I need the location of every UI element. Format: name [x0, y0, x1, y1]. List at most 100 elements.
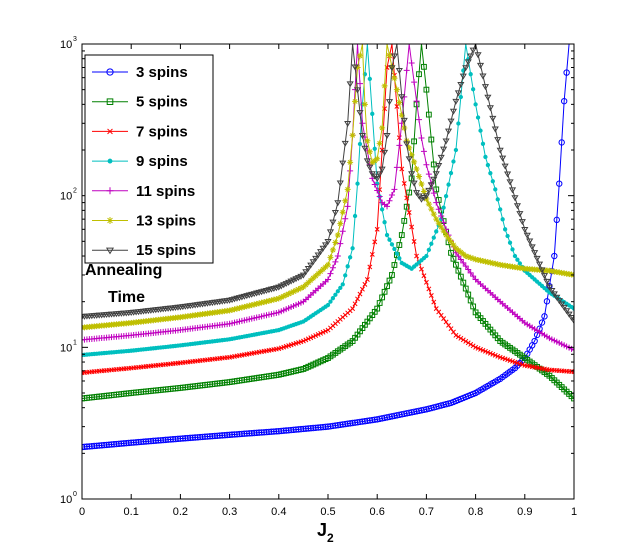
- data-point: [553, 294, 561, 301]
- data-point: [328, 299, 333, 304]
- x-tick-label: 0.9: [517, 506, 532, 518]
- data-point: [366, 164, 374, 171]
- data-point: [371, 157, 378, 164]
- data-point: [430, 176, 438, 183]
- data-point: [416, 173, 423, 180]
- data-point: [268, 297, 275, 304]
- data-point: [417, 196, 426, 203]
- data-point: [408, 171, 416, 178]
- data-point: [391, 75, 398, 82]
- data-point: [401, 125, 408, 132]
- data-point: [352, 213, 358, 219]
- data-point: [443, 319, 449, 325]
- data-point: [302, 269, 310, 276]
- data-point: [440, 146, 448, 153]
- data-point: [450, 255, 457, 262]
- data-point: [356, 52, 363, 59]
- data-point: [480, 141, 486, 146]
- data-point: [384, 283, 390, 290]
- data-point: [571, 347, 574, 354]
- data-point: [465, 266, 472, 273]
- data-point: [309, 259, 317, 266]
- data-point: [441, 316, 447, 322]
- data-point: [455, 247, 462, 254]
- data-point: [506, 179, 514, 186]
- x-axis-label-subscript: 2: [327, 531, 334, 545]
- data-point: [430, 211, 437, 218]
- data-point: [413, 165, 420, 172]
- data-point: [440, 228, 447, 235]
- y-tick-label: 10: [60, 342, 72, 354]
- data-point: [495, 197, 500, 202]
- data-point: [462, 65, 470, 72]
- data-point: [337, 220, 344, 227]
- data-point: [470, 343, 476, 349]
- data-point: [243, 303, 250, 310]
- data-point: [431, 299, 437, 305]
- data-point: [538, 267, 546, 274]
- data-point: [248, 302, 255, 309]
- data-point: [406, 189, 413, 196]
- series-7: [82, 44, 574, 325]
- data-point: [470, 303, 477, 310]
- data-point: [533, 255, 541, 262]
- data-point: [317, 268, 324, 275]
- data-point: [435, 163, 443, 170]
- data-point: [288, 289, 295, 296]
- data-point: [558, 139, 565, 146]
- data-point: [318, 330, 324, 336]
- data-point: [452, 245, 459, 252]
- series-4: [82, 44, 574, 358]
- data-point: [501, 163, 509, 170]
- data-point: [256, 300, 263, 307]
- data-point: [455, 334, 461, 340]
- data-point: [453, 147, 459, 153]
- x-tick-label: 1: [571, 506, 577, 518]
- data-point: [238, 304, 245, 311]
- data-point: [543, 278, 551, 285]
- data-point: [389, 242, 395, 247]
- data-point: [342, 215, 349, 222]
- data-point: [429, 241, 434, 246]
- data-point: [378, 166, 386, 173]
- data-point: [425, 171, 432, 178]
- data-point: [299, 272, 307, 279]
- legend-entry: 13 spins: [92, 213, 196, 230]
- data-point: [490, 179, 495, 184]
- data-point: [350, 306, 356, 312]
- data-point: [451, 159, 456, 164]
- data-point: [411, 239, 417, 244]
- legend-label: 3 spins: [136, 64, 188, 81]
- y-tick-label: 10: [60, 191, 72, 203]
- data-point: [354, 64, 361, 71]
- data-point: [479, 258, 486, 265]
- data-point: [334, 253, 341, 260]
- data-point: [317, 249, 325, 256]
- data-point: [419, 266, 424, 272]
- data-point: [339, 228, 346, 235]
- data-point: [322, 264, 329, 271]
- data-point: [444, 128, 453, 135]
- data-point: [425, 187, 433, 194]
- data-point: [541, 313, 548, 320]
- data-point: [425, 201, 432, 208]
- data-point: [344, 121, 352, 127]
- data-point: [344, 186, 351, 193]
- data-point: [507, 240, 513, 245]
- data-point: [394, 251, 400, 256]
- data-point: [550, 291, 558, 298]
- data-point: [396, 99, 403, 106]
- data-point: [344, 203, 351, 210]
- data-point: [457, 82, 465, 88]
- data-point: [392, 246, 397, 252]
- legend-entry: 5 spins: [92, 94, 188, 111]
- data-point: [401, 181, 407, 186]
- data-point: [434, 229, 439, 234]
- data-point: [420, 188, 427, 195]
- data-point: [273, 296, 280, 303]
- data-point: [400, 117, 408, 124]
- data-point: [251, 301, 258, 308]
- data-point: [297, 285, 304, 292]
- data-point: [393, 164, 400, 171]
